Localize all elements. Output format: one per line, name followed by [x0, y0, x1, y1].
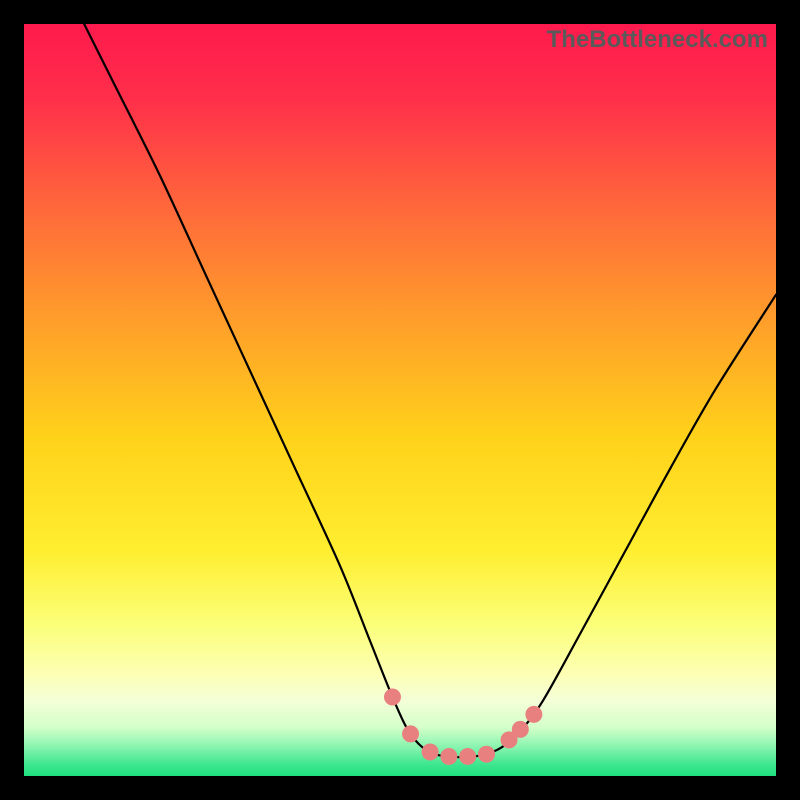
bottleneck-curve	[84, 24, 776, 757]
optimal-marker	[478, 746, 495, 763]
optimal-marker	[459, 748, 476, 765]
optimal-marker	[512, 721, 529, 738]
chart-frame: TheBottleneck.com	[0, 0, 800, 800]
optimal-marker	[422, 743, 439, 760]
optimal-marker	[384, 689, 401, 706]
plot-area: TheBottleneck.com	[24, 24, 776, 776]
optimal-marker	[402, 725, 419, 742]
optimal-marker	[525, 706, 542, 723]
watermark-text: TheBottleneck.com	[547, 26, 768, 54]
chart-svg	[24, 24, 776, 776]
optimal-marker	[440, 748, 457, 765]
